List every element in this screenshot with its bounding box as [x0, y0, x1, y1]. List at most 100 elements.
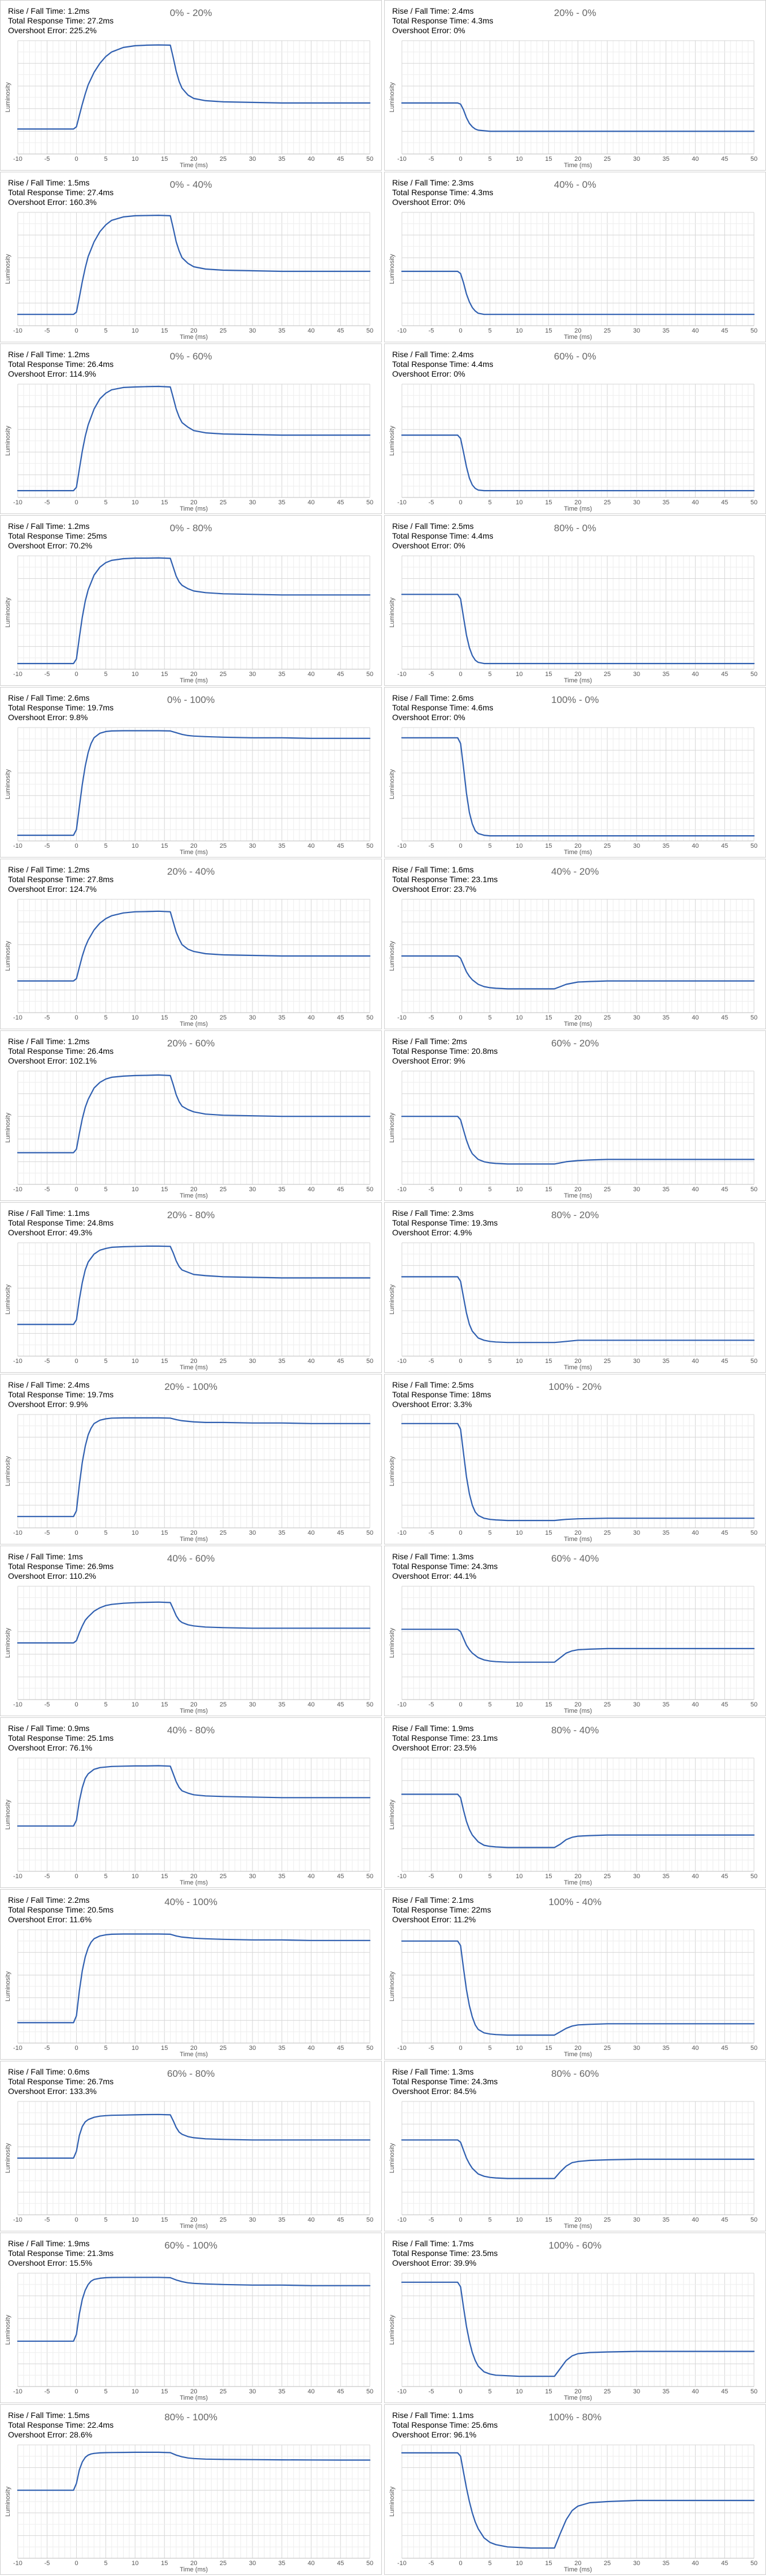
x-tick-label: 50	[751, 2045, 757, 2052]
x-axis-label: Time (ms)	[180, 1192, 208, 1199]
x-tick-label: -5	[44, 1873, 50, 1880]
x-tick-label: -5	[44, 1358, 50, 1365]
x-tick-label: -10	[397, 2217, 406, 2223]
x-axis-label: Time (ms)	[180, 162, 208, 169]
x-tick-label: -10	[13, 2560, 22, 2567]
x-tick-label: 45	[337, 2388, 344, 2395]
x-tick-label: 40	[307, 1873, 314, 1880]
line-chart: -10 -5 0 5 10 15 20 25 30 35 40 45 50 Time (ms) Lumino…	[389, 1757, 757, 1886]
x-tick-label: 5	[488, 499, 492, 506]
x-tick-label: 35	[278, 843, 285, 850]
line-chart: -10 -5 0 5 10 15 20 25 30 35 40 45 50 Time (ms) Lumino…	[5, 212, 373, 341]
x-tick-label: -10	[397, 327, 406, 334]
x-tick-label: 50	[366, 671, 373, 678]
x-tick-label: 45	[721, 1873, 728, 1880]
x-tick-label: 10	[132, 671, 139, 678]
stat-line: Rise / Fall Time: 1.1ms	[392, 2411, 474, 2420]
x-tick-label: 50	[751, 2217, 757, 2223]
x-tick-label: -5	[44, 671, 50, 678]
stat-line: Rise / Fall Time: 1.2ms	[8, 865, 90, 874]
y-axis-label: Luminosity	[5, 769, 11, 799]
x-tick-label: 45	[337, 1873, 344, 1880]
chart-panel: Rise / Fall Time: 1.5ms Total Response Ti…	[0, 172, 382, 342]
x-axis-label: Time (ms)	[564, 1364, 592, 1371]
stat-line: Rise / Fall Time: 1.2ms	[8, 6, 90, 15]
stat-line: Overshoot Error: 124.7%	[8, 884, 97, 894]
x-tick-label: 50	[366, 2560, 373, 2567]
x-tick-label: 10	[516, 156, 523, 163]
chart-panel: Rise / Fall Time: 2.6ms Total Response Ti…	[384, 687, 766, 858]
x-axis-label: Time (ms)	[180, 334, 208, 341]
x-tick-label: 35	[662, 327, 669, 334]
x-tick-label: 50	[751, 2388, 757, 2395]
x-tick-label: 25	[220, 2217, 227, 2223]
x-tick-label: 0	[459, 1873, 462, 1880]
response-stats: Rise / Fall Time: 2.2ms Total Response Ti…	[8, 1895, 113, 1925]
stat-line: Rise / Fall Time: 2.5ms	[392, 1380, 474, 1389]
x-tick-label: 20	[190, 1358, 197, 1365]
x-tick-label: 35	[278, 327, 285, 334]
y-axis-label: Luminosity	[389, 941, 396, 971]
x-tick-label: 0	[74, 156, 78, 163]
x-tick-label: 10	[132, 2560, 139, 2567]
x-tick-label: 45	[721, 2388, 728, 2395]
x-tick-label: 0	[459, 1530, 462, 1536]
response-stats: Rise / Fall Time: 1.3ms Total Response Ti…	[392, 1552, 497, 1581]
stat-line: Total Response Time: 24.3ms	[392, 1562, 498, 1571]
x-tick-label: 20	[190, 2388, 197, 2395]
stat-line: Rise / Fall Time: 1.6ms	[392, 865, 474, 874]
x-tick-label: -5	[428, 2388, 434, 2395]
x-tick-label: -10	[13, 843, 22, 850]
stat-line: Rise / Fall Time: 1.3ms	[392, 1552, 474, 1561]
chart-panel: Rise / Fall Time: 2.4ms Total Response Ti…	[384, 343, 766, 514]
chart-panel: Rise / Fall Time: 1.2ms Total Response Ti…	[0, 343, 382, 514]
stat-line: Total Response Time: 26.4ms	[8, 1046, 114, 1056]
x-tick-label: 0	[74, 1014, 78, 1021]
x-axis-label: Time (ms)	[564, 849, 592, 856]
stat-line: Overshoot Error: 0%	[392, 713, 465, 722]
x-tick-label: 50	[366, 1701, 373, 1708]
stat-line: Overshoot Error: 0%	[392, 541, 465, 550]
x-axis-label: Time (ms)	[180, 849, 208, 856]
response-stats: Rise / Fall Time: 1.7ms Total Response Ti…	[392, 2239, 497, 2268]
x-tick-label: 15	[545, 1873, 552, 1880]
response-stats: Rise / Fall Time: 2.5ms Total Response Ti…	[392, 521, 493, 551]
y-axis-label: Luminosity	[5, 1799, 11, 1830]
x-tick-label: 20	[190, 499, 197, 506]
chart-panel: Rise / Fall Time: 2.1ms Total Response Ti…	[384, 1889, 766, 2060]
x-tick-label: -5	[428, 1014, 434, 1021]
x-tick-label: 5	[488, 1701, 492, 1708]
stat-line: Overshoot Error: 76.1%	[8, 1743, 93, 1752]
x-tick-label: 20	[190, 671, 197, 678]
x-tick-label: 35	[662, 499, 669, 506]
x-axis-label: Time (ms)	[180, 1879, 208, 1886]
x-tick-label: 0	[74, 2045, 78, 2052]
x-tick-label: 10	[132, 1014, 139, 1021]
x-tick-label: 35	[278, 1530, 285, 1536]
response-stats: Rise / Fall Time: 2.1ms Total Response Ti…	[392, 1895, 491, 1925]
stat-line: Overshoot Error: 11.2%	[392, 1915, 476, 1924]
y-axis-label: Luminosity	[389, 425, 396, 456]
x-tick-label: 40	[692, 1014, 698, 1021]
x-tick-label: 15	[161, 1873, 168, 1880]
x-tick-label: 20	[574, 156, 581, 163]
stat-line: Total Response Time: 4.6ms	[392, 703, 493, 712]
stat-line: Rise / Fall Time: 0.9ms	[8, 1724, 90, 1733]
x-tick-label: 30	[633, 1530, 640, 1536]
stat-line: Total Response Time: 4.3ms	[392, 188, 493, 197]
x-tick-label: 35	[662, 843, 669, 850]
stat-line: Total Response Time: 22ms	[392, 1905, 491, 1914]
line-chart: -10 -5 0 5 10 15 20 25 30 35 40 45 50 Time (ms) Lumino…	[389, 212, 757, 341]
x-tick-label: 0	[459, 1701, 462, 1708]
x-tick-label: 0	[459, 2045, 462, 2052]
x-tick-label: 45	[721, 499, 728, 506]
x-axis-label: Time (ms)	[564, 162, 592, 169]
x-tick-label: 30	[249, 1186, 256, 1193]
x-axis-label: Time (ms)	[564, 2566, 592, 2573]
x-tick-label: -10	[397, 843, 406, 850]
x-tick-label: 30	[249, 499, 256, 506]
x-tick-label: 10	[516, 843, 523, 850]
y-axis-label: Luminosity	[5, 1971, 11, 2001]
series-line	[17, 2451, 371, 2491]
